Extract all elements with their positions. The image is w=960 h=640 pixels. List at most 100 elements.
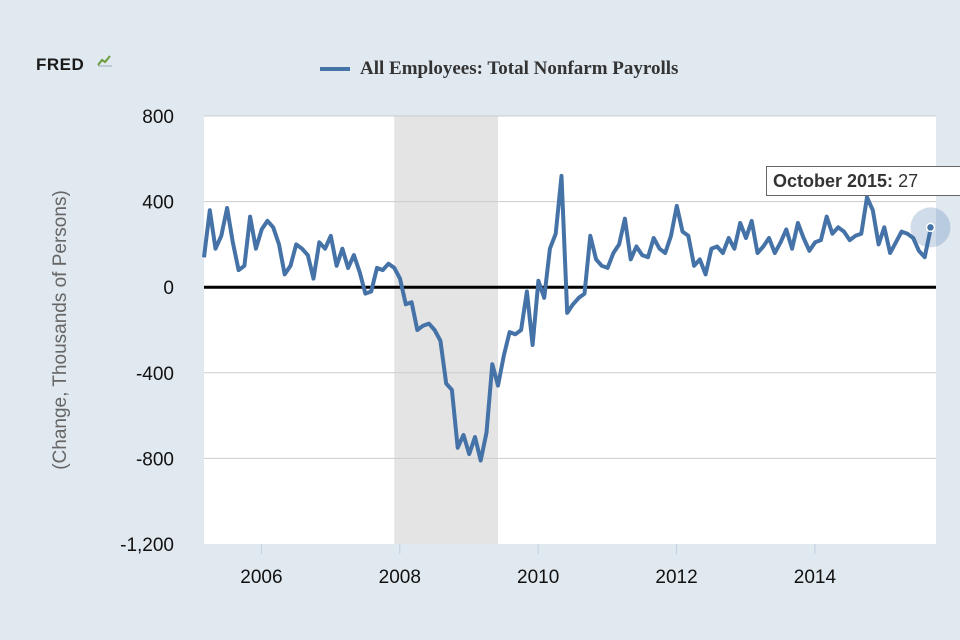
- data-point[interactable]: [295, 243, 297, 245]
- data-point[interactable]: [457, 447, 459, 449]
- data-point[interactable]: [820, 239, 822, 241]
- data-point[interactable]: [359, 271, 361, 273]
- data-point[interactable]: [555, 233, 557, 235]
- data-point[interactable]: [860, 233, 862, 235]
- data-point[interactable]: [451, 389, 453, 391]
- fred-logo[interactable]: FRED: [36, 55, 112, 75]
- data-point[interactable]: [814, 241, 816, 243]
- data-point[interactable]: [255, 248, 257, 250]
- data-point[interactable]: [416, 329, 418, 331]
- data-point[interactable]: [889, 252, 891, 254]
- data-point[interactable]: [509, 331, 511, 333]
- data-point[interactable]: [330, 235, 332, 237]
- data-point[interactable]: [733, 248, 735, 250]
- data-point[interactable]: [612, 252, 614, 254]
- data-point[interactable]: [883, 226, 885, 228]
- data-point[interactable]: [601, 265, 603, 267]
- data-point[interactable]: [261, 228, 263, 230]
- data-point[interactable]: [918, 250, 920, 252]
- data-point[interactable]: [341, 248, 343, 250]
- data-point[interactable]: [514, 333, 516, 335]
- data-point[interactable]: [468, 453, 470, 455]
- data-point[interactable]: [756, 252, 758, 254]
- data-point[interactable]: [543, 297, 545, 299]
- data-point[interactable]: [699, 258, 701, 260]
- data-point[interactable]: [826, 216, 828, 218]
- data-point[interactable]: [480, 460, 482, 462]
- data-point[interactable]: [693, 265, 695, 267]
- data-point[interactable]: [238, 269, 240, 271]
- data-point[interactable]: [762, 246, 764, 248]
- data-point[interactable]: [584, 293, 586, 295]
- data-point[interactable]: [589, 235, 591, 237]
- data-point[interactable]: [658, 248, 660, 250]
- data-point[interactable]: [664, 252, 666, 254]
- data-point[interactable]: [607, 267, 609, 269]
- data-point[interactable]: [462, 434, 464, 436]
- data-point[interactable]: [901, 231, 903, 233]
- data-point[interactable]: [866, 196, 868, 198]
- data-point[interactable]: [906, 233, 908, 235]
- data-point[interactable]: [808, 250, 810, 252]
- data-point[interactable]: [347, 267, 349, 269]
- hover-point[interactable]: [925, 222, 936, 233]
- data-point[interactable]: [284, 273, 286, 275]
- data-point[interactable]: [537, 280, 539, 282]
- data-point[interactable]: [780, 241, 782, 243]
- data-point[interactable]: [624, 218, 626, 220]
- data-point[interactable]: [912, 237, 914, 239]
- data-point[interactable]: [249, 216, 251, 218]
- data-point[interactable]: [243, 265, 245, 267]
- data-point[interactable]: [872, 209, 874, 211]
- data-point[interactable]: [682, 231, 684, 233]
- data-point[interactable]: [226, 207, 228, 209]
- data-point[interactable]: [387, 263, 389, 265]
- data-point[interactable]: [728, 237, 730, 239]
- data-point[interactable]: [503, 355, 505, 357]
- data-point[interactable]: [653, 237, 655, 239]
- data-point[interactable]: [376, 267, 378, 269]
- data-point[interactable]: [878, 243, 880, 245]
- data-point[interactable]: [843, 231, 845, 233]
- data-point[interactable]: [566, 312, 568, 314]
- data-point[interactable]: [745, 237, 747, 239]
- data-point[interactable]: [630, 258, 632, 260]
- data-point[interactable]: [837, 226, 839, 228]
- data-point[interactable]: [439, 340, 441, 342]
- data-point[interactable]: [393, 267, 395, 269]
- data-point[interactable]: [520, 329, 522, 331]
- data-point[interactable]: [785, 228, 787, 230]
- legend[interactable]: All Employees: Total Nonfarm Payrolls: [320, 58, 678, 80]
- data-point[interactable]: [618, 243, 620, 245]
- data-point[interactable]: [722, 252, 724, 254]
- data-point[interactable]: [739, 222, 741, 224]
- data-point[interactable]: [924, 256, 926, 258]
- data-point[interactable]: [220, 235, 222, 237]
- data-point[interactable]: [324, 248, 326, 250]
- data-point[interactable]: [307, 254, 309, 256]
- data-point[interactable]: [491, 363, 493, 365]
- data-point[interactable]: [647, 256, 649, 258]
- data-point[interactable]: [209, 209, 211, 211]
- data-point[interactable]: [751, 220, 753, 222]
- data-point[interactable]: [791, 248, 793, 250]
- data-point[interactable]: [572, 303, 574, 305]
- data-point[interactable]: [797, 222, 799, 224]
- data-point[interactable]: [676, 205, 678, 207]
- data-point[interactable]: [635, 246, 637, 248]
- data-point[interactable]: [382, 269, 384, 271]
- data-point[interactable]: [232, 241, 234, 243]
- data-point[interactable]: [895, 241, 897, 243]
- data-point[interactable]: [434, 329, 436, 331]
- data-point[interactable]: [336, 265, 338, 267]
- data-point[interactable]: [203, 256, 205, 258]
- data-point[interactable]: [364, 293, 366, 295]
- data-point[interactable]: [486, 432, 488, 434]
- data-point[interactable]: [670, 235, 672, 237]
- data-point[interactable]: [215, 248, 217, 250]
- data-point[interactable]: [560, 175, 562, 177]
- data-point[interactable]: [710, 248, 712, 250]
- data-point[interactable]: [353, 254, 355, 256]
- data-point[interactable]: [526, 290, 528, 292]
- data-point[interactable]: [532, 344, 534, 346]
